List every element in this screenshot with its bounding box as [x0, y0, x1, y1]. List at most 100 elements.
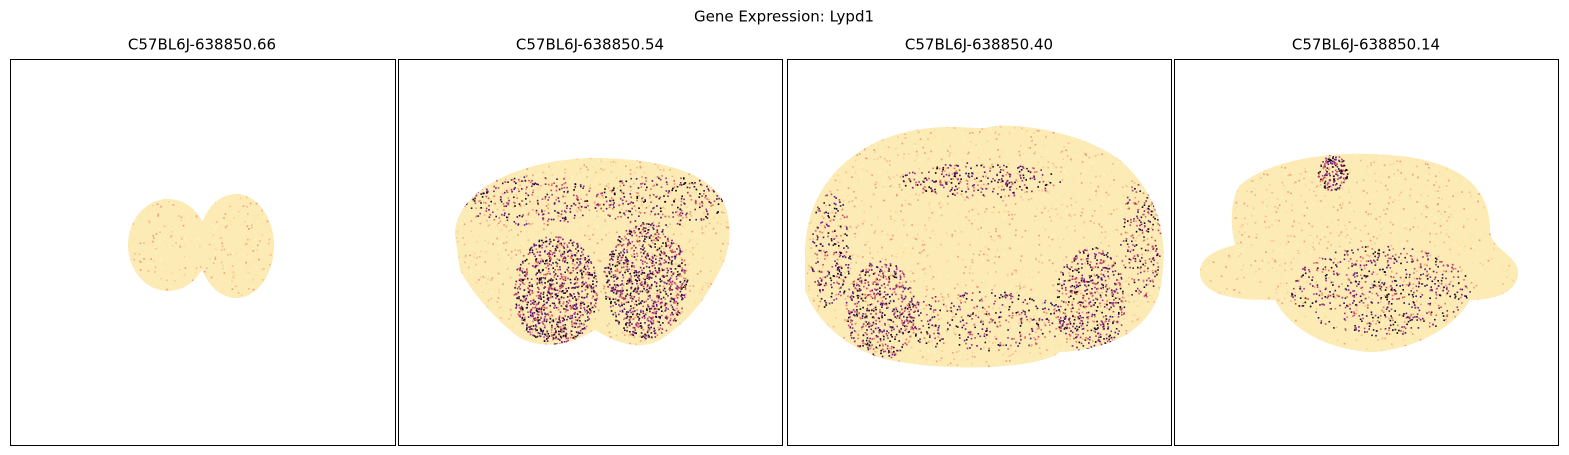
cell-dot	[547, 212, 550, 214]
cell-dot	[615, 315, 617, 318]
cell-dot	[572, 304, 574, 307]
cell-dot	[461, 199, 464, 202]
cell-dot	[706, 324, 709, 327]
cell-dot	[487, 225, 489, 227]
cell-dot	[641, 247, 644, 250]
cell-dot	[274, 248, 276, 250]
cell-dot	[927, 122, 929, 124]
cell-dot	[555, 294, 557, 296]
cell-dot	[562, 324, 564, 327]
cell-dot	[638, 222, 640, 225]
cell-dot	[720, 198, 723, 200]
cell-dot	[589, 321, 591, 323]
cell-dot	[186, 296, 189, 298]
cell-dot	[561, 286, 564, 288]
cell-dot	[513, 188, 515, 190]
cell-dot	[573, 287, 575, 289]
cell-dot	[268, 242, 270, 245]
cell-dot	[655, 315, 657, 318]
cell-dot	[609, 343, 612, 346]
cell-dot	[686, 203, 689, 206]
cell-dot	[505, 225, 508, 228]
cell-dot	[452, 167, 454, 169]
cell-dot	[559, 238, 561, 240]
cell-dot	[564, 292, 566, 294]
cell-dot	[487, 239, 490, 241]
cell-dot	[597, 299, 599, 301]
cell-dot	[652, 201, 654, 203]
cell-dot	[573, 264, 576, 266]
cell-dot	[642, 328, 645, 331]
cell-dot	[578, 316, 581, 319]
cell-dot	[651, 262, 653, 264]
cell-dot	[701, 195, 703, 197]
cell-dot	[167, 306, 169, 308]
cell-dot	[259, 291, 261, 293]
cell-dot	[479, 200, 482, 202]
cell-dot	[603, 332, 606, 334]
cell-dot	[559, 278, 562, 280]
cell-dot	[638, 271, 641, 273]
cell-dot	[903, 153, 905, 155]
cell-dot	[599, 183, 601, 186]
cell-dot	[1073, 225, 1076, 228]
cell-dot	[564, 216, 567, 219]
cell-dot	[546, 326, 549, 329]
cell-dot	[1164, 350, 1166, 352]
cell-dot	[585, 273, 587, 276]
cell-dot	[485, 331, 487, 334]
cell-dot	[621, 244, 623, 247]
cell-dot	[543, 336, 545, 338]
cell-dot	[558, 300, 561, 303]
cell-dot	[535, 264, 538, 267]
cell-dot	[594, 202, 596, 204]
cell-dot	[500, 200, 503, 203]
cell-dot	[1021, 126, 1023, 128]
cell-dot	[229, 281, 231, 283]
cell-dot	[676, 210, 679, 213]
cell-dot	[246, 242, 248, 245]
cell-dot	[557, 158, 560, 161]
cell-dot	[550, 294, 552, 296]
cell-dot	[552, 245, 554, 247]
cell-dot	[673, 200, 675, 203]
cell-dot	[639, 325, 642, 327]
cell-dot	[212, 240, 215, 243]
cell-dot	[266, 291, 268, 293]
cell-dot	[649, 245, 652, 247]
cell-dot	[625, 324, 627, 326]
cell-dot	[495, 187, 497, 189]
cell-dot	[626, 151, 628, 153]
cell-dot	[907, 153, 910, 155]
cell-dot	[133, 196, 136, 199]
cell-dot	[832, 332, 834, 334]
cell-dot	[665, 255, 668, 257]
cell-dot	[522, 255, 525, 257]
cell-dot	[551, 182, 553, 185]
cell-dot	[693, 186, 696, 188]
cell-dot	[570, 282, 572, 284]
cell-dot	[509, 276, 512, 279]
cell-dot	[689, 285, 691, 287]
cell-dot	[479, 212, 481, 215]
cell-dot	[588, 268, 590, 270]
cell-dot	[655, 312, 657, 315]
cell-dot	[641, 316, 644, 319]
cell-dot	[614, 340, 617, 343]
cell-dot	[482, 192, 484, 195]
cell-dot	[480, 306, 482, 309]
cell-dot	[134, 302, 136, 304]
cell-dot	[702, 232, 705, 234]
cell-dot	[600, 158, 602, 159]
cell-dot	[526, 269, 528, 272]
cell-dot	[643, 230, 645, 232]
cell-dot	[616, 187, 619, 189]
cell-dot	[524, 275, 527, 277]
cell-dot	[467, 193, 469, 196]
cell-dot	[569, 293, 571, 295]
cell-dot	[655, 233, 657, 236]
cell-dot	[549, 295, 552, 298]
cell-dot	[590, 311, 592, 313]
cell-dot	[639, 301, 642, 304]
cell-dot	[671, 232, 674, 235]
